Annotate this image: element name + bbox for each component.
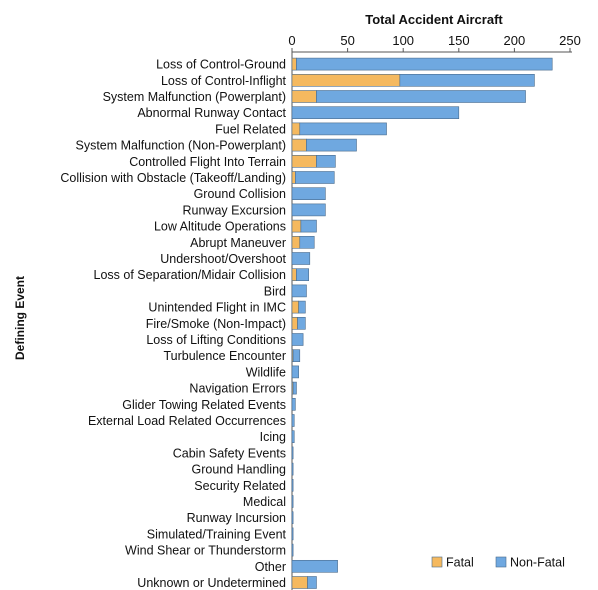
category-label: Security Related [194,479,286,493]
x-tick-label: 50 [340,33,354,48]
bar-fatal [291,122,301,136]
category-label: Wildlife [246,365,286,379]
bar-fatal [291,74,401,87]
category-label: Bird [264,284,286,298]
bar-non-fatal [291,495,294,508]
bar-non-fatal [291,414,295,427]
bar-non-fatal [291,203,326,217]
category-label: Low Altitude Operations [154,220,286,234]
category-label: Abrupt Maneuver [190,236,286,250]
category-label: Cabin Safety Events [173,446,286,460]
bar-fatal [291,576,308,589]
category-label: System Malfunction (Non-Powerplant) [76,139,287,153]
bar-non-fatal [299,122,387,136]
legend: Fatal Non-Fatal [431,556,565,570]
bar-non-fatal [291,559,338,573]
category-label: Simulated/Training Event [147,527,287,541]
category-label: Glider Towing Related Events [122,398,286,412]
category-label: Fire/Smoke (Non-Impact) [146,317,286,331]
bar-fatal [291,219,302,233]
chart-title: Total Accident Aircraft [365,12,503,27]
category-label: Navigation Errors [189,382,286,396]
bar-fatal [291,268,297,282]
category-label: Medical [243,495,286,509]
bar-non-fatal [307,576,317,589]
bar-non-fatal [292,381,297,395]
x-axis-ticks: 0 50 100 150 200 250 [288,33,581,52]
bar-non-fatal [291,478,294,492]
bar-fatal [291,138,307,152]
category-label: External Load Related Occurrences [88,414,286,428]
category-label: Loss of Control-Inflight [161,74,287,88]
category-label: System Malfunction (Powerplant) [103,90,286,104]
bar-non-fatal [291,511,294,525]
bar-non-fatal [299,236,315,249]
bar-fatal [291,57,297,71]
bar-non-fatal [306,138,357,152]
bar-non-fatal [316,155,336,168]
legend-label: Fatal [446,556,474,570]
bar-non-fatal [291,333,304,346]
bar-non-fatal [291,284,307,298]
x-tick-label: 200 [504,33,526,48]
legend-swatch [431,556,443,568]
bar-non-fatal [298,300,306,314]
bar-non-fatal [291,462,294,476]
category-label: Runway Incursion [187,511,286,525]
category-label: Runway Excursion [182,203,286,217]
bar-non-fatal [300,219,317,233]
bar-non-fatal [291,365,299,379]
bar-non-fatal [296,57,553,71]
category-label: Loss of Separation/Midair Collision [94,268,287,282]
bar-non-fatal [295,171,335,184]
bar-fatal [291,171,296,184]
category-label: Ground Handling [191,463,286,477]
category-label: Abnormal Runway Contact [137,106,286,120]
category-label: Turbulence Encounter [163,349,286,363]
category-label: Unintended Flight in IMC [148,301,286,315]
bar-non-fatal [291,446,294,460]
bar-non-fatal [291,430,295,444]
bar-non-fatal [291,187,326,200]
category-label: Collision with Obstacle (Takeoff/Landing… [60,171,286,185]
category-label: Undershoot/Overshoot [160,252,286,266]
bar-non-fatal [399,74,535,87]
bar-non-fatal [291,543,294,557]
x-tick-label: 250 [559,33,581,48]
category-label: Unknown or Undetermined [137,576,286,590]
legend-label: Non-Fatal [510,556,565,570]
bar-non-fatal [296,268,309,282]
y-axis-label: Defining Event [13,276,27,360]
bar-non-fatal [291,397,296,411]
bar-fatal [291,90,317,103]
bar-non-fatal [291,106,460,119]
bar-fatal [291,300,299,314]
bars [291,57,553,589]
bar-fatal [291,316,298,330]
bar-non-fatal [291,527,294,541]
category-label: Loss of Control-Ground [156,58,286,72]
category-labels: Loss of Control-Ground Loss of Control-In… [60,58,286,590]
bar-non-fatal [316,90,526,103]
x-tick-label: 150 [448,33,470,48]
bar-non-fatal [291,252,311,265]
category-label: Other [255,560,286,574]
category-label: Fuel Related [215,122,286,136]
category-label: Loss of Lifting Conditions [146,333,286,347]
x-tick-label: 0 [288,33,295,48]
category-label: Wind Shear or Thunderstorm [125,544,286,558]
legend-swatch [495,556,507,568]
bar-non-fatal [297,316,306,330]
bar-non-fatal [292,349,301,363]
bar-fatal [291,236,301,249]
category-label: Icing [260,430,286,444]
category-label: Controlled Flight Into Terrain [129,155,286,169]
x-tick-label: 100 [392,33,414,48]
category-label: Ground Collision [194,187,286,201]
bar-fatal [291,155,317,168]
